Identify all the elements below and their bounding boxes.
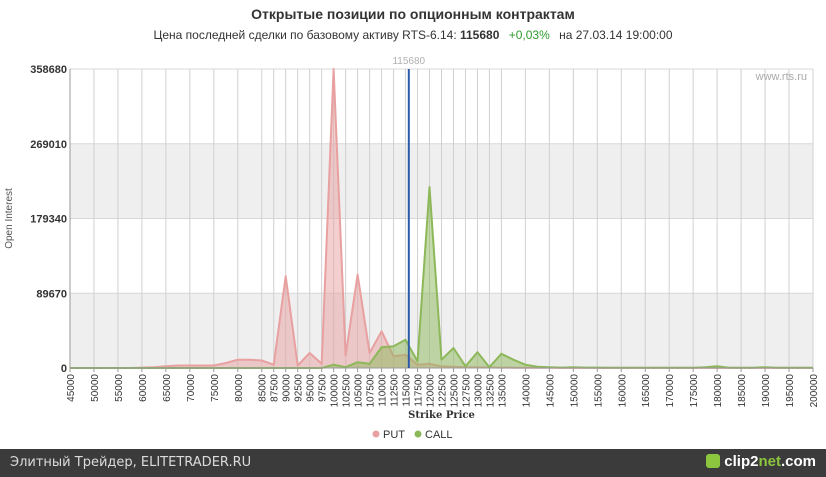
- x-tick-label: 100000: [330, 374, 341, 408]
- x-tick-label: 50000: [90, 374, 101, 402]
- x-tick-label: 160000: [617, 374, 628, 408]
- source-text: Элитный Трейдер, ELITETRADER.RU: [10, 455, 252, 470]
- y-axis-title: Open Interest: [4, 188, 15, 249]
- x-tick-label: 140000: [521, 374, 532, 408]
- y-tick-label: 0: [61, 363, 67, 375]
- x-tick-label: 180000: [713, 374, 724, 408]
- x-tick-label: 122500: [438, 374, 449, 408]
- x-tick-label: 195000: [785, 374, 796, 408]
- x-tick-label: 110000: [378, 374, 389, 407]
- x-tick-label: 90000: [282, 374, 293, 402]
- clip2net-logo[interactable]: clip2net.com: [706, 453, 816, 470]
- x-tick-label: 185000: [737, 374, 748, 408]
- x-tick-label: 60000: [138, 374, 149, 402]
- y-tick-label: 179340: [30, 214, 67, 226]
- x-tick-label: 115000: [402, 374, 413, 407]
- watermark-text: www.rts.ru: [755, 71, 807, 83]
- x-tick-label: 80000: [234, 374, 245, 402]
- chart-title: Открытые позиции по опционным контрактам: [251, 6, 575, 22]
- subtitle-prefix: Цена последней сделки по базовому активу…: [153, 28, 457, 42]
- x-tick-label: 87500: [270, 374, 281, 402]
- x-axis-title: Strike Price: [408, 410, 475, 421]
- x-tick-label: 55000: [114, 374, 125, 402]
- legend-marker-call: [414, 430, 422, 438]
- x-tick-label: 145000: [545, 374, 556, 408]
- x-tick-label: 112500: [390, 374, 401, 407]
- x-tick-label: 45000: [66, 374, 77, 402]
- chart-subtitle: Цена последней сделки по базовому активу…: [0, 28, 826, 42]
- x-tick-label: 65000: [162, 374, 173, 402]
- x-tick-label: 165000: [641, 374, 652, 408]
- open-interest-chart: 115680 www.rts.ru 0 89670 179340 269010 358680…: [4, 56, 820, 441]
- legend-label-call: CALL: [425, 429, 453, 441]
- legend-marker-put: [372, 430, 380, 438]
- x-tick-label: 130000: [473, 374, 484, 408]
- last-price-marker-label: 115680: [392, 56, 425, 67]
- x-tick-label: 135000: [497, 374, 508, 408]
- last-price: 115680: [460, 28, 500, 42]
- x-tick-label: 200000: [809, 374, 820, 408]
- y-tick-label: 269010: [30, 139, 67, 151]
- clip2net-icon: [706, 454, 721, 468]
- x-tick-label: 150000: [569, 374, 580, 408]
- x-tick-label: 107500: [366, 374, 377, 408]
- x-tick-label: 170000: [665, 374, 676, 408]
- x-tick-label: 175000: [689, 374, 700, 408]
- x-tick-label: 85000: [258, 374, 269, 402]
- y-tick-label: 89670: [36, 288, 67, 300]
- price-change: +0,03%: [508, 28, 550, 42]
- x-tick-label: 97500: [318, 374, 329, 402]
- x-tick-label: 132500: [485, 374, 496, 408]
- x-tick-label: 92500: [294, 374, 305, 402]
- x-tick-label: 95000: [306, 374, 317, 402]
- x-tick-label: 75000: [210, 374, 221, 402]
- x-tick-label: 70000: [186, 374, 197, 402]
- x-tick-label: 102500: [342, 374, 353, 408]
- price-date: на 27.03.14 19:00:00: [559, 28, 673, 42]
- x-tick-label: 190000: [761, 374, 772, 408]
- legend-label-put: PUT: [383, 429, 405, 441]
- x-tick-label: 105000: [354, 374, 365, 408]
- x-tick-label: 117500: [414, 374, 425, 407]
- footer-bar: Элитный Трейдер, ELITETRADER.RU clip2net…: [0, 449, 826, 477]
- y-tick-label: 358680: [30, 64, 67, 76]
- x-tick-label: 125000: [449, 374, 460, 408]
- x-tick-label: 127500: [461, 374, 472, 408]
- x-tick-label: 120000: [426, 374, 437, 408]
- x-tick-label: 155000: [593, 374, 604, 408]
